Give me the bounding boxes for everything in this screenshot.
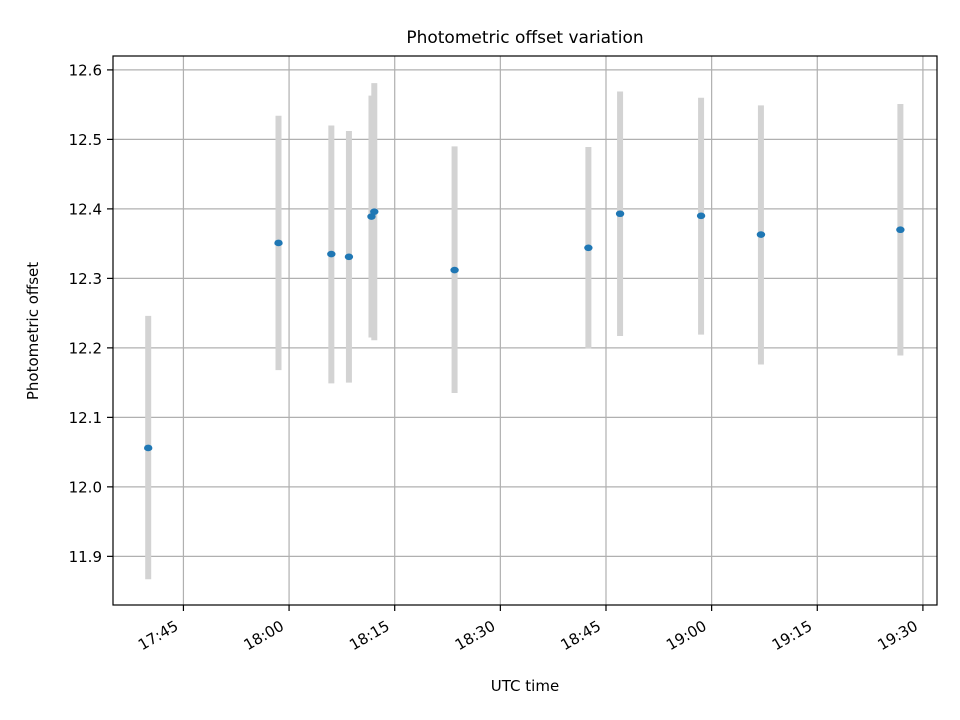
y-tick-label: 12.4 xyxy=(69,200,102,218)
data-point xyxy=(696,212,706,220)
x-tick-label: 18:45 xyxy=(558,617,604,654)
y-tick-label: 12.6 xyxy=(69,61,102,79)
x-axis-label: UTC time xyxy=(491,677,559,695)
plot-frame xyxy=(112,55,938,606)
y-tick-label: 12.0 xyxy=(69,478,102,496)
data-point xyxy=(370,208,379,215)
y-tick-label: 12.2 xyxy=(69,339,102,357)
x-tick-label: 19:00 xyxy=(663,617,709,654)
data-points xyxy=(144,208,905,452)
y-tick-label: 12.5 xyxy=(69,131,102,149)
x-tick-label: 18:30 xyxy=(452,617,498,654)
y-axis-label: Photometric offset xyxy=(24,262,42,400)
y-tick-label: 11.9 xyxy=(69,548,102,566)
x-tick-label: 19:15 xyxy=(769,617,815,654)
data-point xyxy=(274,239,283,247)
data-point xyxy=(584,244,593,252)
y-tick-label: 12.1 xyxy=(69,409,102,427)
data-point xyxy=(450,266,459,274)
data-point xyxy=(896,226,905,234)
chart-title: Photometric offset variation xyxy=(406,28,643,48)
x-tick-label: 18:00 xyxy=(241,617,287,654)
grid-lines xyxy=(113,56,937,605)
data-point xyxy=(756,231,766,238)
y-axis-ticks: 11.9 12.0 12.1 12.2 12.3 12.4 12.5 12.6 xyxy=(69,61,113,566)
x-axis-ticks: 17:45 18:00 18:15 18:30 18:45 19:00 19:15 19:30 xyxy=(135,605,924,654)
data-point xyxy=(344,253,354,261)
data-point xyxy=(327,250,336,258)
error-bars xyxy=(145,83,904,580)
x-tick-label: 19:30 xyxy=(874,617,920,654)
x-tick-label: 18:15 xyxy=(346,617,392,654)
x-tick-label: 17:45 xyxy=(135,617,181,654)
data-point xyxy=(615,210,625,218)
data-point xyxy=(144,444,153,452)
y-tick-label: 12.3 xyxy=(69,270,102,288)
